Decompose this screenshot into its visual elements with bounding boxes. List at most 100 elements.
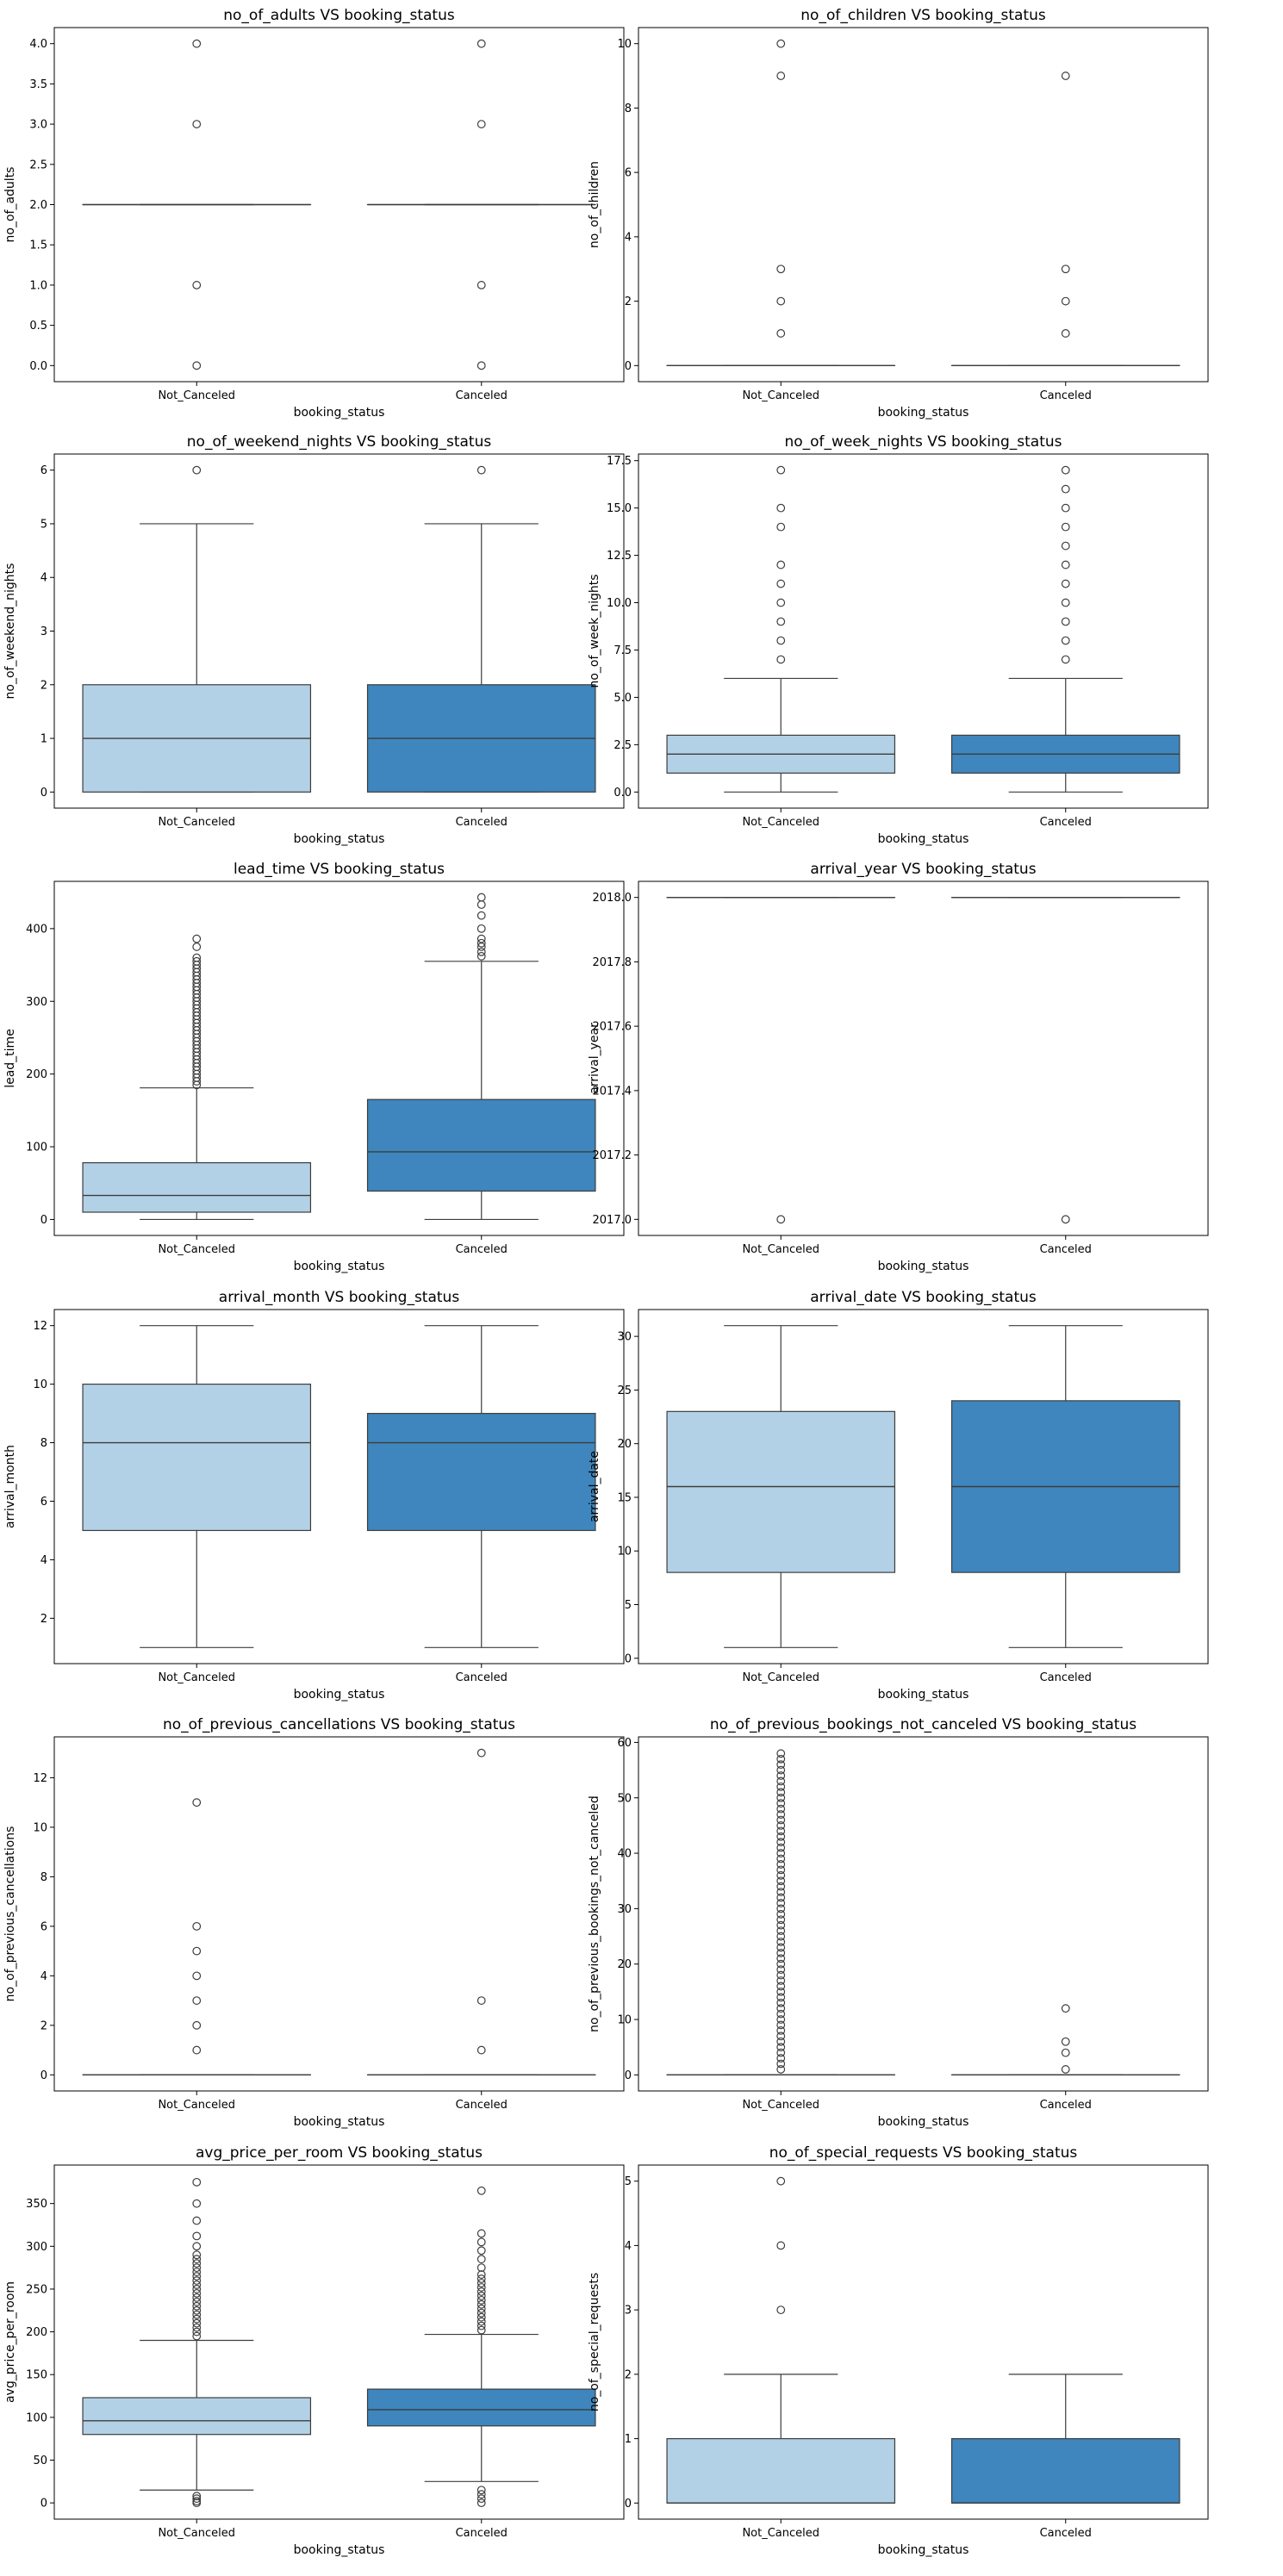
outlier-point [192, 2280, 202, 2289]
x-tick-label: Canceled [456, 816, 508, 829]
outlier-point [1061, 579, 1070, 588]
outlier-point [192, 2327, 202, 2336]
chart-title: arrival_month VS booking_status [219, 1289, 460, 1306]
y-tick-label: 2017.2 [593, 1149, 632, 1162]
outlier-point [776, 39, 786, 48]
x-tick-label: Not_Canceled [742, 2527, 819, 2540]
outlier-point [192, 2250, 202, 2260]
outlier-point [1061, 296, 1070, 306]
y-tick-label: 5 [625, 1599, 632, 1612]
x-axis-label: booking_status [878, 406, 969, 420]
outlier-point [476, 924, 486, 933]
x-tick-label: Canceled [456, 1671, 508, 1684]
y-tick-label: 15 [617, 1491, 632, 1504]
y-tick-label: 2017.4 [593, 1085, 632, 1098]
outlier-point [776, 2043, 786, 2052]
outlier-point [192, 2289, 202, 2298]
outlier-point [192, 2492, 202, 2501]
outlier-point [476, 934, 486, 943]
box-iqr [366, 1098, 596, 1192]
outlier-point [192, 2255, 202, 2264]
outlier-point [476, 938, 486, 948]
y-tick-label: 10 [617, 1546, 632, 1559]
outlier-point [776, 1982, 786, 1991]
outlier-point [776, 296, 786, 306]
plot-frame [638, 1736, 1209, 2092]
outlier-point [476, 900, 486, 909]
outlier-point [776, 2054, 786, 2063]
y-tick-label: 3 [40, 625, 47, 638]
outlier-point [476, 2229, 486, 2238]
outlier-point [192, 2020, 202, 2030]
chart-title: arrival_year VS booking_status [810, 861, 1036, 878]
chart-panel: arrival_month VS booking_status 2 4 6 8 10 12 N… [3, 1289, 625, 1702]
y-tick-label: 5.0 [613, 692, 632, 705]
y-tick-label: 400 [26, 923, 47, 936]
outlier-point [192, 120, 202, 128]
plot-frame [53, 453, 625, 809]
y-tick-label: 0 [40, 2498, 47, 2511]
x-tick-label: Not_Canceled [158, 389, 235, 402]
y-axis-label: no_of_previous_bookings_not_canceled [588, 1795, 601, 2032]
outlier-point [476, 2321, 486, 2330]
outlier-point [1061, 465, 1070, 475]
x-tick-label: Not_Canceled [742, 816, 819, 829]
y-tick-label: 100 [26, 2411, 47, 2424]
box-iqr [366, 1412, 596, 1532]
outlier-point [192, 2276, 202, 2285]
outlier-point [1061, 636, 1070, 645]
outlier-point [776, 1920, 786, 1930]
outlier-point [476, 2270, 486, 2279]
y-tick-label: 50 [617, 1792, 632, 1805]
outlier-point [1061, 503, 1070, 513]
outlier-point [776, 1810, 786, 1819]
x-axis-label: booking_status [878, 2543, 969, 2557]
outlier-point [776, 1993, 786, 2002]
outlier-point [192, 2216, 202, 2225]
outlier-point [192, 2497, 202, 2506]
outlier-point [776, 2032, 786, 2041]
chart-title: no_of_adults VS booking_status [223, 7, 455, 24]
y-tick-label: 4 [40, 1554, 47, 1567]
x-tick-label: Not_Canceled [158, 2099, 235, 2112]
outlier-point [192, 2199, 202, 2208]
x-tick-label: Not_Canceled [742, 1671, 819, 1684]
outlier-point [776, 1876, 786, 1886]
plot-frame [53, 880, 625, 1236]
y-tick-label: 6 [40, 1496, 47, 1509]
chart-panel: no_of_special_requests VS booking_status… [588, 2144, 1209, 2557]
outlier-point [776, 2004, 786, 2013]
outlier-point [776, 1832, 786, 1841]
y-tick-label: 10 [33, 1378, 47, 1391]
y-axis-label: avg_price_per_room [3, 2281, 17, 2403]
y-tick-label: 4 [625, 2240, 632, 2253]
x-tick-label: Canceled [1040, 2527, 1092, 2540]
outlier-point [192, 361, 202, 370]
outlier-point [192, 1946, 202, 1956]
y-tick-label: 0 [625, 2069, 632, 2082]
y-tick-label: 60 [617, 1737, 632, 1750]
outlier-point [776, 1987, 786, 1996]
chart-panel: arrival_date VS booking_status 0 5 10 15 20 25… [588, 1289, 1209, 1702]
y-tick-label: 0.0 [29, 360, 47, 373]
outlier-point [776, 2065, 786, 2074]
outlier-point [776, 72, 786, 80]
outlier-point [776, 560, 786, 569]
x-tick-label: Not_Canceled [158, 816, 235, 829]
outlier-point [776, 1932, 786, 1941]
outlier-point [776, 1904, 786, 1913]
y-tick-label: 200 [26, 2326, 47, 2339]
outlier-point [476, 2186, 486, 2195]
outlier-point [192, 2177, 202, 2187]
x-tick-label: Not_Canceled [742, 1243, 819, 1256]
outlier-point [476, 361, 486, 370]
outlier-point [776, 264, 786, 274]
y-axis-label: no_of_previous_cancellations [3, 1826, 17, 2002]
outlier-point [192, 934, 202, 943]
box-iqr [82, 2397, 312, 2436]
y-tick-label: 350 [26, 2198, 47, 2211]
outlier-point [192, 2305, 202, 2315]
x-axis-label: booking_status [878, 1260, 969, 1273]
y-tick-label: 30 [617, 1903, 632, 1916]
x-axis-label: booking_status [878, 832, 969, 846]
